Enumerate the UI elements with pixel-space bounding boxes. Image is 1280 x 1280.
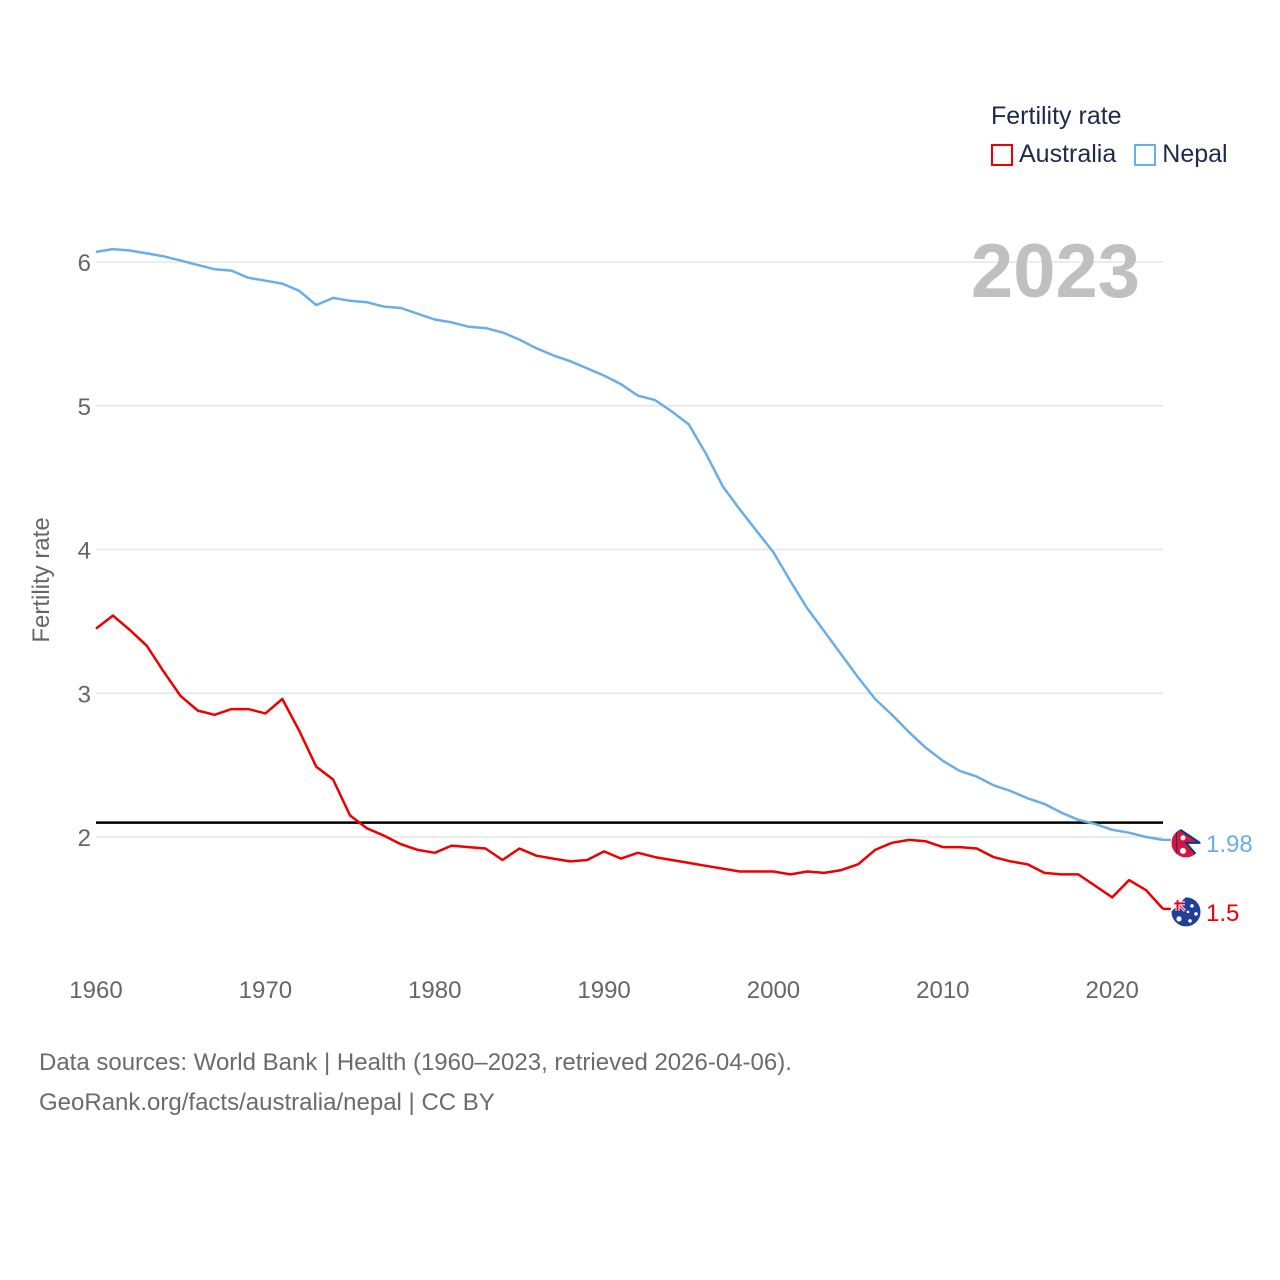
x-tick-label-1990: 1990 [577, 977, 630, 1004]
legend: Fertility rate Australia Nepal [991, 100, 1228, 169]
footer: Data sources: World Bank | Health (1960–… [39, 1043, 792, 1123]
end-value-label-nepal: 1.98 [1206, 831, 1253, 858]
x-tick-label-1970: 1970 [239, 977, 292, 1004]
legend-item-australia[interactable]: Australia [991, 140, 1116, 169]
legend-label-nepal: Nepal [1162, 140, 1228, 168]
x-tick-label-1960: 1960 [69, 977, 122, 1004]
legend-swatch-nepal [1134, 143, 1157, 166]
legend-swatch-australia [991, 143, 1013, 166]
y-tick-label-3: 3 [78, 681, 91, 708]
end-value-label-australia: 1.5 [1206, 900, 1239, 927]
y-tick-label-6: 6 [78, 250, 91, 277]
series-line-nepal [95, 247, 1164, 842]
flag-outline-nepal [1170, 827, 1202, 859]
flag-outline-australia [1170, 896, 1202, 928]
x-tick-label-2010: 2010 [916, 977, 969, 1004]
legend-item-nepal[interactable]: Nepal [1134, 140, 1228, 169]
attribution-link[interactable]: GeoRank.org/facts/australia/nepal | CC B… [39, 1089, 495, 1116]
y-axis-label: Fertility rate [28, 517, 55, 643]
x-tick-label-2020: 2020 [1085, 977, 1138, 1004]
year-label: 2023 [970, 229, 1140, 314]
y-tick-label-4: 4 [78, 538, 91, 565]
legend-title: Fertility rate [991, 102, 1122, 130]
x-tick-label-2000: 2000 [747, 977, 800, 1004]
series-line-australia [95, 614, 1164, 910]
australia-flag-icon [1171, 896, 1201, 927]
nepal-flag-icon [1171, 827, 1201, 858]
x-tick-label-1980: 1980 [408, 977, 461, 1004]
data-sources-note: Data sources: World Bank | Health (1960–… [39, 1049, 792, 1076]
legend-label-australia: Australia [1019, 140, 1117, 168]
y-tick-label-2: 2 [78, 825, 91, 852]
y-tick-label-5: 5 [78, 394, 91, 421]
